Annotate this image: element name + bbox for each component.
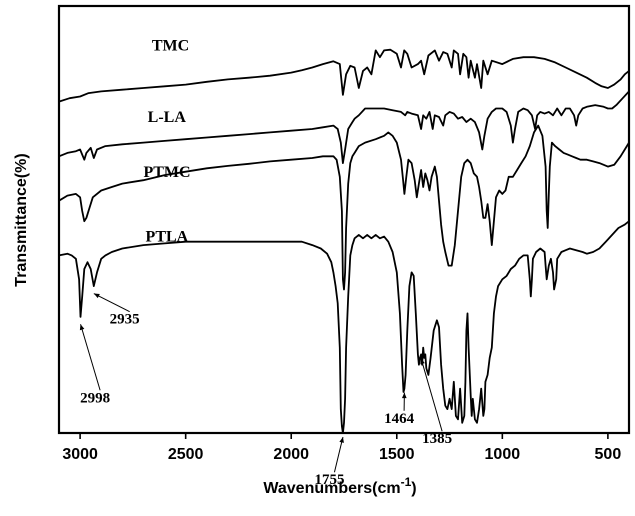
annotation-arrow-1385: [420, 358, 443, 432]
annotation-arrow-2935: [93, 293, 130, 313]
plot-frame: [57, 4, 631, 435]
series-line-ptmc: [58, 124, 630, 291]
x-tick-label-2000: 2000: [273, 446, 309, 463]
series-label-l-la: L-LA: [148, 109, 187, 126]
series-line-l-la: [58, 90, 630, 164]
annotation-label-1755: 1755: [314, 472, 344, 488]
x-tick-label-1500: 1500: [379, 446, 415, 463]
annotation-label-2935: 2935: [110, 312, 140, 328]
annotation-arrowhead-2998: [79, 324, 85, 331]
x-axis-title-main: Wavenumbers(cm: [263, 480, 400, 497]
annotation-arrowhead-1385: [420, 358, 425, 365]
y-axis-title: Transmittance(%): [13, 153, 30, 286]
annotation-layer: 2998 2935 1755 1464 1385: [79, 293, 452, 488]
series-line-ptla: [58, 220, 630, 434]
series-label-tmc: TMC: [152, 37, 189, 54]
x-tick-label-1000: 1000: [485, 446, 521, 463]
x-axis-title: Wavenumbers(cm-1): [263, 475, 416, 497]
series-label-ptla: PTLA: [146, 229, 189, 246]
series-label-ptmc: PTMC: [143, 164, 190, 181]
annotation-label-1385: 1385: [422, 431, 452, 447]
annotation-arrow-1755: [333, 436, 344, 473]
tick-layer: 3000 2500 2000 1500 1000 500: [62, 433, 621, 463]
annotation-arrowhead-1464: [401, 392, 407, 399]
annotation-arrow-2998: [80, 324, 101, 391]
x-tick-label-3000: 3000: [62, 446, 98, 463]
x-axis-title-close: ): [411, 480, 416, 497]
series-layer: [58, 48, 630, 434]
x-tick-label-2500: 2500: [168, 446, 204, 463]
annotation-label-2998: 2998: [80, 390, 110, 406]
annotation-label-1464: 1464: [384, 411, 415, 427]
series-label-layer: TMC L-LA PTMC PTLA: [143, 37, 190, 245]
x-axis-title-sup: -1: [401, 475, 412, 489]
x-tick-label-500: 500: [595, 446, 622, 463]
annotation-arrowhead-1755: [339, 437, 344, 443]
annotation-arrowhead-2935: [93, 293, 100, 299]
series-line-tmc: [58, 48, 630, 103]
